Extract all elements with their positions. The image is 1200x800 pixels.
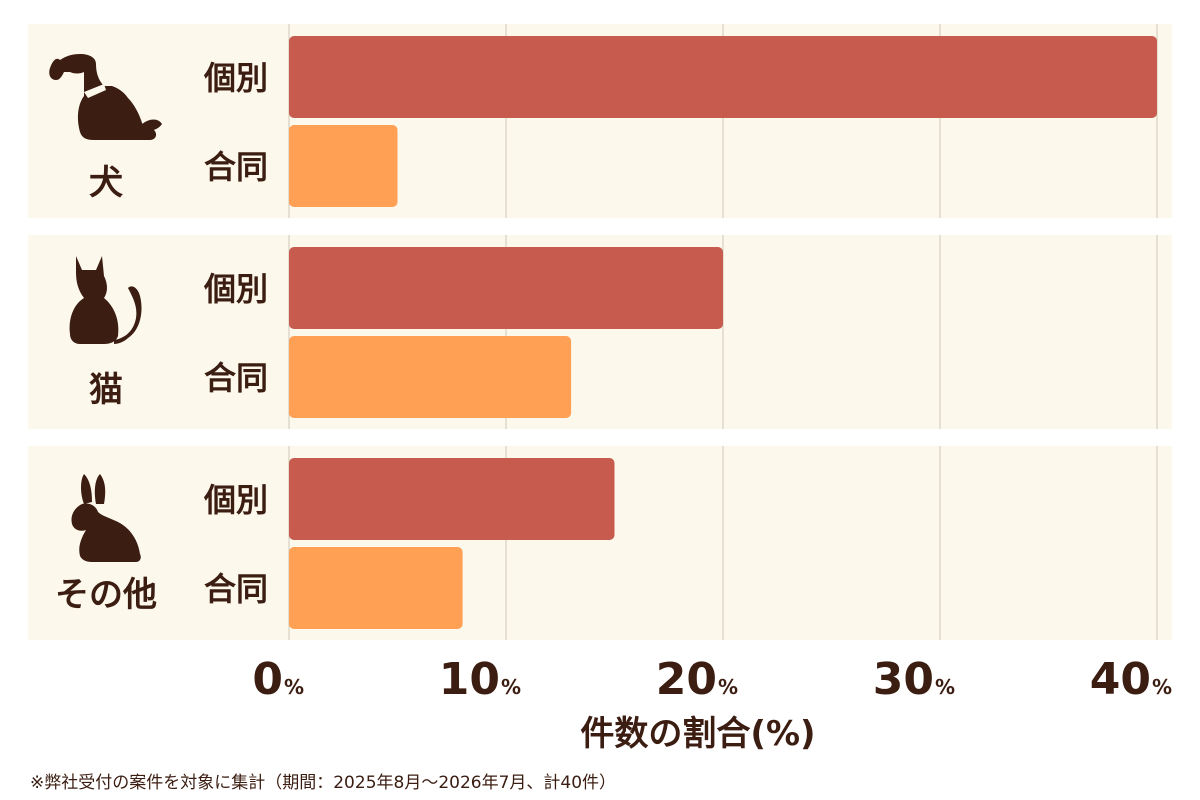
bar [289,125,398,207]
x-tick-label: 10 [439,654,500,705]
bar [289,247,723,329]
group-label: 猫 [89,370,123,410]
x-axis-label: 件数の割合(%) [580,714,815,754]
bar [289,547,463,629]
group-label: その他 [55,575,157,615]
cat-body [69,256,119,344]
cat-icon [69,256,142,344]
series-label: 合同 [204,570,268,608]
x-axis: 0% 10% 20% 30% 40 %件数の割合(%) [252,654,1172,754]
x-tick-unit: % [284,675,304,699]
dog-body [49,54,157,140]
x-tick-unit: % [501,675,521,699]
x-tick-label: 40 [1090,654,1151,705]
bar [289,36,1157,118]
x-tick-unit: % [935,675,955,699]
rabbit-ear-right [94,474,106,504]
series-label: 個別 [203,481,268,519]
dog-collar [84,84,106,98]
dog-tail [142,119,162,131]
series-label: 個別 [203,59,268,97]
series-label: 合同 [204,148,268,186]
rabbit-ear-left [81,474,92,504]
series-label: 合同 [204,359,268,397]
series-label: 個別 [203,270,268,308]
x-tick-unit: % [718,675,738,699]
footnote: ※弊社受付の案件を対象に集計（期間：2025年8月～2026年7月、計40件） [30,773,617,793]
rabbit-icon [71,474,141,562]
x-tick-label: 30 [873,654,934,705]
x-tick-label: 20 [656,654,717,705]
rabbit-body [71,503,141,562]
cat-tail [114,286,142,344]
bar [289,458,615,540]
bars [289,36,1157,629]
x-tick-unit: % [1152,675,1172,699]
group-label: 犬 [89,163,123,203]
dog-icon [49,54,162,140]
x-tick-label: 0 [252,654,283,705]
bar [289,336,572,418]
